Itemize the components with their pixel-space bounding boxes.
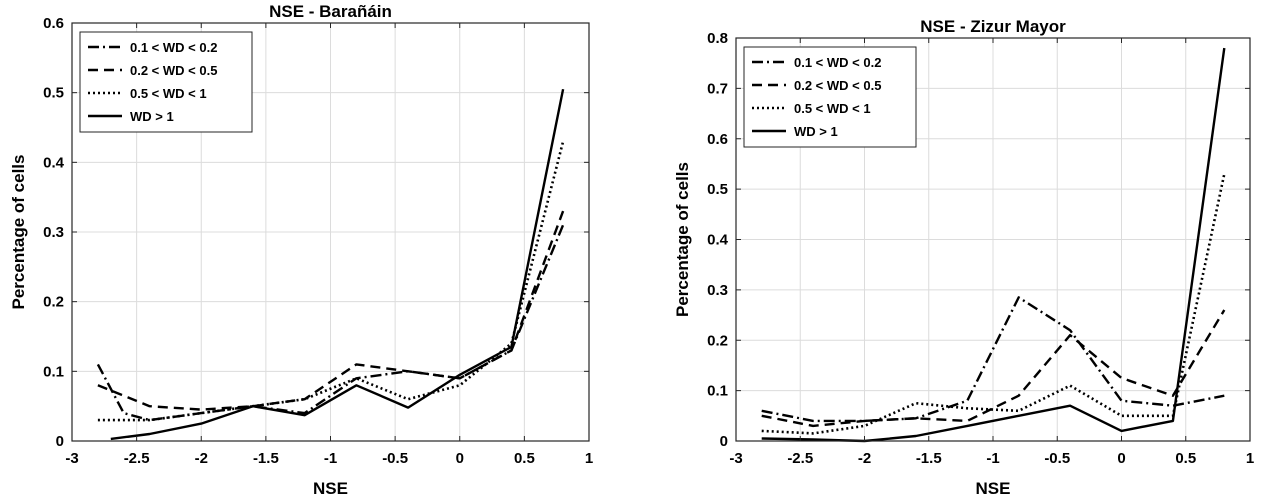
- x-tick-label: -2.5: [124, 450, 150, 467]
- chart-baranain: -3 -2.5 -2 -1.5 -1 -0.5 0 0.5 1 0 0.1 0.2 0.3 0.4 0.5 0…: [9, 2, 593, 498]
- x-tick-label: 0.5: [514, 450, 535, 467]
- y-tick-label: 0: [720, 433, 728, 450]
- y-tick-label: 0.2: [707, 332, 728, 349]
- series-line-dotted: [761, 173, 1226, 435]
- y-axis-label: Percentage of cells: [673, 162, 692, 317]
- x-axis-label: NSE: [976, 479, 1011, 498]
- x-tick-label: -3: [729, 450, 742, 467]
- series-line-dotted: [97, 141, 565, 422]
- y-tick-label: 0.7: [707, 80, 728, 97]
- x-tick-label: 1: [1246, 450, 1254, 467]
- y-tick-label: 0.5: [43, 85, 64, 102]
- series-line-solid: [761, 47, 1226, 443]
- legend-label: 0.5 < WD < 1: [794, 101, 871, 116]
- y-tick-label: 0.3: [43, 224, 64, 241]
- y-tick-label: 0.8: [707, 30, 728, 47]
- x-tick-label: -2: [195, 450, 208, 467]
- legend-label: 0.1 < WD < 0.2: [794, 55, 881, 70]
- series-line-dashdot: [761, 296, 1225, 423]
- y-axis-label: Percentage of cells: [9, 155, 28, 310]
- y-tick-label: 0.2: [43, 294, 64, 311]
- y-tick-label: 0: [56, 433, 64, 450]
- x-tick-label: -2.5: [787, 450, 813, 467]
- y-tick-label: 0.6: [707, 131, 728, 148]
- y-tick-label: 0.4: [707, 232, 729, 249]
- x-tick-label: 1: [585, 450, 593, 467]
- x-tick-label: -0.5: [382, 450, 408, 467]
- legend-label: WD > 1: [130, 109, 174, 124]
- chart-zizur-mayor: -3 -2.5 -2 -1.5 -1 -0.5 0 0.5 1 0 0.1 0.2 0.3 0.4 0.5 0…: [673, 17, 1254, 498]
- x-tick-label: -3: [65, 450, 78, 467]
- y-tick-label: 0.1: [707, 383, 728, 400]
- x-tick-label: -1.5: [916, 450, 942, 467]
- x-tick-label: 0.5: [1175, 450, 1196, 467]
- y-tick-label: 0.3: [707, 282, 728, 299]
- y-tick-label: 0.1: [43, 363, 64, 380]
- legend-label: 0.5 < WD < 1: [130, 86, 207, 101]
- x-axis-label: NSE: [313, 479, 348, 498]
- y-tick-label: 0.5: [707, 181, 728, 198]
- x-tick-label: -0.5: [1044, 450, 1070, 467]
- legend-label: 0.2 < WD < 0.5: [130, 63, 217, 78]
- series-line-solid: [110, 88, 565, 441]
- x-tick-label: -1: [986, 450, 999, 467]
- y-tick-label: 0.4: [43, 154, 65, 171]
- x-tick-label: 0: [456, 450, 464, 467]
- series-line-dashed: [761, 309, 1226, 428]
- x-tick-label: -2: [858, 450, 871, 467]
- x-tick-label: -1: [324, 450, 337, 467]
- y-tick-label: 0.6: [43, 15, 64, 32]
- x-tick-label: 0: [1117, 450, 1125, 467]
- series-line-dashdot: [96, 224, 565, 422]
- legend-label: 0.1 < WD < 0.2: [130, 40, 217, 55]
- chart-title: NSE - Barañáin: [269, 2, 392, 21]
- legend-label: 0.2 < WD < 0.5: [794, 78, 881, 93]
- legend-label: WD > 1: [794, 124, 838, 139]
- chart-title: NSE - Zizur Mayor: [920, 17, 1066, 36]
- x-tick-label: -1.5: [253, 450, 279, 467]
